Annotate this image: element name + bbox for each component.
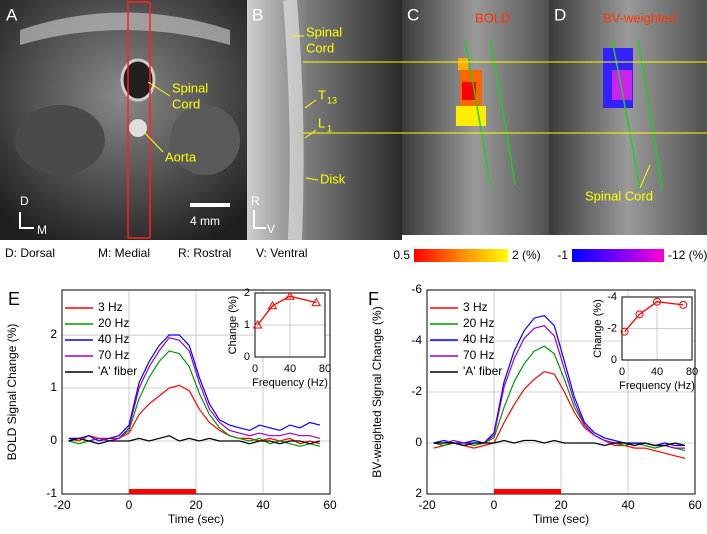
y-tick-label: 0 [50, 433, 57, 447]
x-tick-label: 40 [284, 363, 296, 375]
panel-letter: A [6, 5, 18, 24]
legend-label: 70 Hz [463, 348, 494, 362]
legend-label: 40 Hz [463, 332, 494, 346]
label: Aorta [165, 149, 197, 164]
tissue [122, 60, 154, 100]
activation [612, 70, 632, 100]
label: Spinal Cord [585, 188, 653, 203]
y-tick-label: 0 [415, 435, 422, 449]
panel-letter: B [252, 5, 263, 24]
legend-label: 'A' fiber [98, 364, 137, 378]
x-tick-label: 80 [686, 366, 698, 378]
tissue [15, 105, 105, 175]
tissue [170, 105, 240, 175]
panel-a: A Spinal Cord Aorta 4 mm D M [0, 0, 247, 240]
label: 4 mm [190, 214, 220, 228]
label: Spinal [306, 24, 342, 39]
orientation-legend: M: Medial [98, 246, 150, 260]
x-tick-label: 20 [189, 498, 203, 512]
orientation-legend: V: Ventral [256, 246, 308, 260]
colorbar-label: 0.5 [393, 248, 410, 262]
x-tick-label: 40 [651, 366, 663, 378]
stimulus-bar [129, 489, 196, 494]
x-tick-label: 40 [256, 498, 270, 512]
activation [456, 106, 486, 126]
y-tick-label: 0 [611, 354, 617, 366]
figure: A Spinal Cord Aorta 4 mm D M B Spinal Co… [0, 0, 707, 534]
y-tick-label: -2 [411, 384, 422, 398]
x-axis-label: Frequency (Hz) [619, 380, 695, 392]
y-tick-label: 1 [244, 319, 250, 331]
panel-letter: D [554, 5, 566, 24]
y-axis-label: BV-weighted Signal Change (%) [370, 306, 384, 477]
label: Cord [306, 40, 334, 55]
panel-d: D BV-weighted Spinal Cord [549, 0, 707, 235]
x-axis-label: Frequency (Hz) [252, 377, 328, 389]
x-tick-label: 60 [688, 498, 702, 512]
label-subscript: 13 [327, 95, 337, 105]
colorbar [572, 249, 664, 262]
y-tick-label: 2 [244, 287, 250, 299]
panel-letter: F [368, 289, 379, 309]
panel-letter: C [407, 5, 419, 24]
colorbar-label: 2 (%) [512, 248, 541, 262]
label: M [37, 223, 47, 237]
label: D [20, 194, 29, 208]
y-tick-label: -4 [607, 291, 617, 303]
x-tick-label: 40 [621, 498, 635, 512]
x-tick-label: 0 [126, 498, 133, 512]
x-tick-label: -20 [418, 498, 436, 512]
colorbar-label: -12 (%) [668, 248, 707, 262]
y-tick-label: 0 [244, 351, 250, 363]
label: L [318, 115, 325, 130]
legend-label: 20 Hz [98, 316, 129, 330]
legend-label: 3 Hz [463, 300, 488, 314]
label-subscript: 1 [327, 123, 332, 133]
panel-c: C BOLD [402, 0, 549, 235]
x-tick-label: 20 [554, 498, 568, 512]
y-tick-label: -4 [411, 333, 422, 347]
x-axis-label: Time (sec) [533, 512, 589, 526]
panel-title: BV-weighted [603, 10, 676, 25]
y-tick-label: 2 [50, 327, 57, 341]
y-tick-label: -2 [607, 322, 617, 334]
x-tick-label: 60 [323, 498, 337, 512]
panel-b: B Spinal Cord T 13 L 1 Disk R V [247, 0, 402, 240]
y-tick-label: -6 [411, 282, 422, 296]
y-axis-label: Change (%) [592, 299, 604, 358]
colorbar-label: -1 [557, 248, 568, 262]
panel-title: BOLD [475, 10, 510, 25]
x-tick-label: -20 [53, 498, 71, 512]
tissue [129, 119, 147, 137]
label: R [251, 194, 260, 208]
label: V [267, 222, 275, 236]
y-tick-label: 1 [50, 380, 57, 394]
stimulus-bar [494, 489, 561, 494]
x-tick-label: 80 [319, 363, 331, 375]
colorbar [414, 249, 508, 262]
orientation-legend: D: Dorsal [5, 246, 55, 260]
x-tick-label: 0 [491, 498, 498, 512]
label: Cord [172, 96, 200, 111]
label: Disk [320, 171, 346, 186]
orientation-legend: R: Rostral [178, 246, 231, 260]
label: Spinal [172, 80, 208, 95]
legend-label: 'A' fiber [463, 364, 502, 378]
x-tick-label: 0 [619, 366, 625, 378]
x-tick-label: 0 [252, 363, 258, 375]
activation [458, 58, 468, 70]
x-axis-label: Time (sec) [168, 512, 224, 526]
y-axis-label: BOLD Signal Change (%) [5, 324, 19, 461]
legend-label: 40 Hz [98, 332, 129, 346]
label: T [318, 87, 326, 102]
panel-letter: E [8, 289, 20, 309]
legend-label: 3 Hz [98, 300, 123, 314]
legend-label: 20 Hz [463, 316, 494, 330]
legend-label: 70 Hz [98, 348, 129, 362]
y-axis-label: Change (%) [227, 296, 239, 355]
